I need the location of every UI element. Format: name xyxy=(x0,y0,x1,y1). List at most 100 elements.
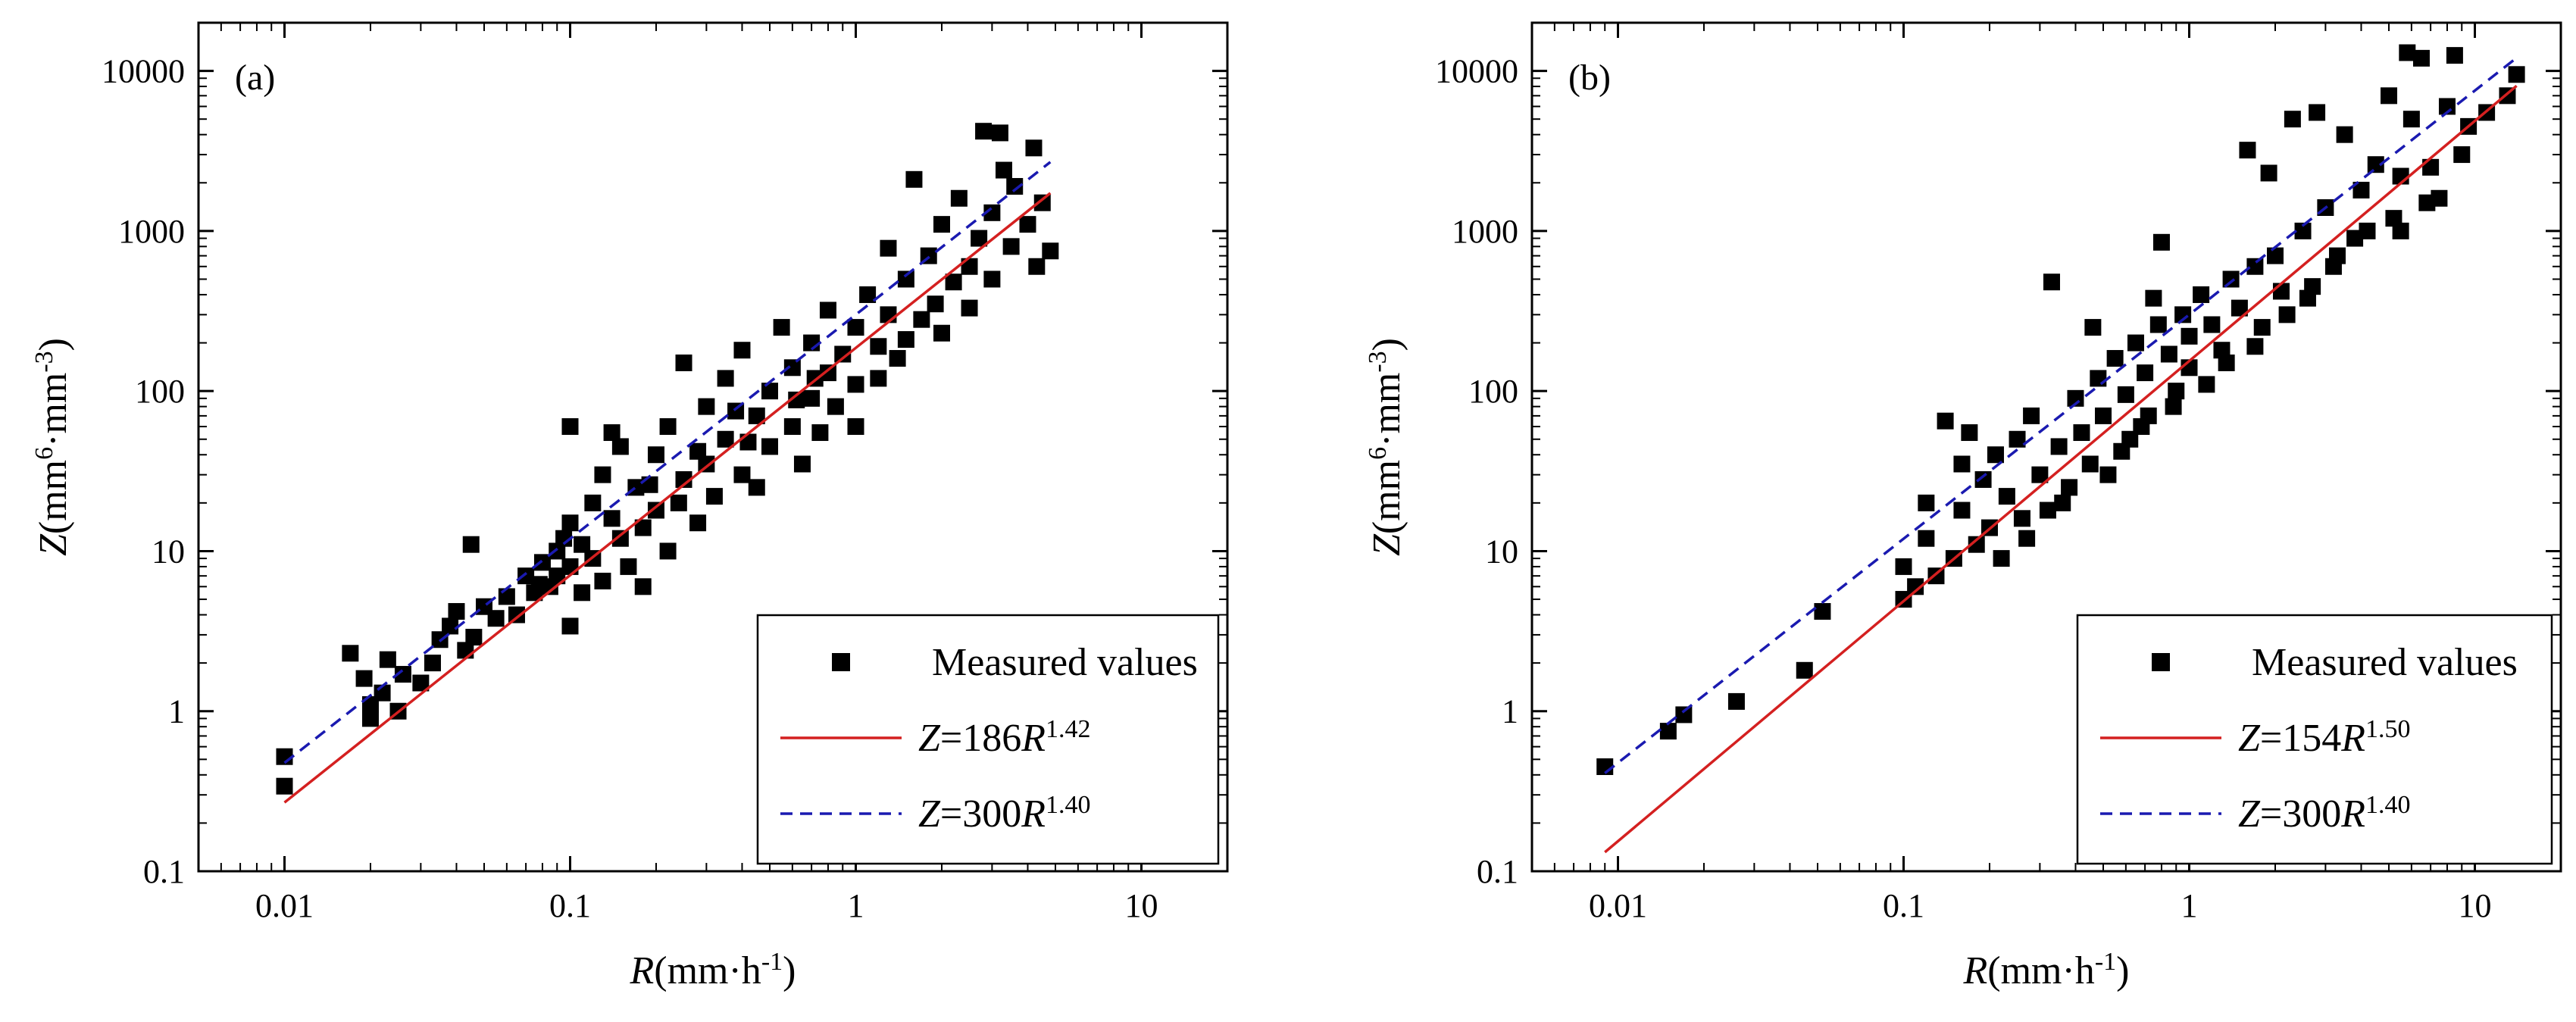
panel-a-scatter-point xyxy=(355,670,373,687)
panel-a-scatter-point xyxy=(498,588,515,605)
panel-b-scatter-point xyxy=(2018,530,2036,547)
panel-a-scatter-point xyxy=(933,216,950,233)
panel-b-scatter-point xyxy=(2284,111,2301,128)
panel-b-legend-label: Z=300R1.40 xyxy=(2238,791,2411,836)
panel-a-scatter-point xyxy=(670,494,687,511)
panel-b-scatter-point xyxy=(2127,334,2144,352)
panel-b-x-tick-label: 1 xyxy=(2181,887,2198,924)
panel-a-scatter-point xyxy=(717,430,734,448)
panel-b-scatter-point xyxy=(2117,386,2134,403)
panel-a-scatter-point xyxy=(1025,139,1043,157)
panel-b-scatter-point xyxy=(2073,424,2090,442)
panel-b-legend-var: Z xyxy=(2238,717,2261,760)
panel-b-scatter-point xyxy=(2453,146,2471,164)
panel-a-legend-exp: 1.42 xyxy=(1046,715,1091,743)
panel-b-scatter-point xyxy=(1987,446,2004,464)
panel-a-scatter-point xyxy=(811,424,829,442)
panel-b-scatter-point xyxy=(2050,438,2068,455)
panel-b-scatter-point xyxy=(1727,692,1745,710)
panel-a-scatter-point xyxy=(961,299,978,317)
panel-a-legend-var2: R xyxy=(1021,717,1046,760)
panel-a-fit-line-reference xyxy=(283,161,1052,764)
panel-a-scatter-point xyxy=(462,536,480,553)
panel-a-y-axis-close: ) xyxy=(32,338,75,351)
panel-a-scatter-point xyxy=(773,319,790,336)
panel-a-y-tick-label: 0.1 xyxy=(143,853,185,890)
panel-a-scatter-point xyxy=(641,476,658,493)
panel-a-legend-marker xyxy=(832,653,850,671)
panel-b-scatter-point xyxy=(2253,319,2271,336)
panel-a-scatter-point xyxy=(594,466,611,483)
panel-b-scatter-point xyxy=(2090,370,2107,387)
panel-a-scatter-point xyxy=(530,576,548,593)
panel-b-scatter-point xyxy=(1968,536,1985,553)
panel-b-scatter-point xyxy=(2152,233,2170,251)
panel-b-legend-eq: =154 xyxy=(2260,717,2341,760)
panel-a-scatter-point xyxy=(983,204,1001,221)
panel-a-y-axis-sup: 6 xyxy=(30,447,58,460)
panel-b-scatter-point xyxy=(2168,383,2185,400)
panel-b-scatter-point xyxy=(2193,286,2210,303)
panel-b-scatter-point xyxy=(2043,273,2060,291)
panel-a-scatter-point xyxy=(913,311,930,328)
panel-a-scatter-point xyxy=(788,391,805,408)
panel-b-scatter-point xyxy=(2203,316,2221,333)
panel-b-legend-exp: 1.40 xyxy=(2365,791,2411,819)
panel-b-y-axis-var: Z xyxy=(1365,533,1408,556)
panel-b-scatter-point xyxy=(1974,470,1992,488)
panel-b-scatter-point xyxy=(2181,327,2198,345)
panel-a-x-tick-label: 0.1 xyxy=(549,887,591,924)
panel-b-scatter-point xyxy=(2198,376,2215,393)
panel-a-scatter-point xyxy=(574,584,591,602)
panel-a-scatter-point xyxy=(1019,216,1036,233)
panel-b-y-axis-title: Z(mm6·mm-3) xyxy=(1364,338,1409,556)
panel-a-scatter-point xyxy=(533,554,551,571)
panel-b-x-tick-label: 0.01 xyxy=(1589,887,1647,924)
panel-a-scatter-point xyxy=(555,530,573,547)
panel-a-y-axis-mid: ·mm xyxy=(32,373,75,447)
panel-a-scatter-point xyxy=(634,519,652,536)
panel-a-scatter-point xyxy=(647,446,664,464)
panel-b-y-axis-close: ) xyxy=(1365,338,1408,351)
panel-b-scatter-point xyxy=(2402,111,2420,128)
panel-a-scatter-point xyxy=(1028,258,1046,275)
panel-a-scatter-point xyxy=(870,338,887,355)
panel-a-scatter-point xyxy=(983,270,1001,288)
panel-a-scatter-point xyxy=(991,124,1008,142)
panel-a-scatter-point xyxy=(517,567,535,585)
panel-b-y-axis-mid: ·mm xyxy=(1365,373,1408,447)
panel-a-legend-eq: =186 xyxy=(940,717,1021,760)
panel-a-scatter-point xyxy=(442,617,459,635)
panel-a-scatter-point xyxy=(487,610,505,627)
panel-a-scatter-point xyxy=(647,502,664,519)
panel-a-scatter-point xyxy=(594,572,611,589)
panel-a-scatter-point xyxy=(574,536,591,553)
panel-b-x-axis-close: ) xyxy=(2116,949,2129,992)
panel-a-x-axis-var: R xyxy=(630,949,655,992)
panel-b-y-tick-label: 10 xyxy=(1485,533,1518,570)
panel-a-scatter-point xyxy=(739,433,757,451)
panel-b-legend-var2: R xyxy=(2340,792,2365,836)
panel-a-scatter-point xyxy=(698,398,715,415)
panel-a-scatter-point xyxy=(465,629,483,646)
panel-b-scatter-point xyxy=(2367,156,2384,173)
panel-b-scatter-point xyxy=(2222,270,2240,288)
panel-b-scatter-point xyxy=(2418,194,2436,211)
panel-b-scatter-point xyxy=(1796,661,1813,679)
panel-a-scatter-point xyxy=(276,777,293,795)
panel-a-scatter-point xyxy=(870,370,887,387)
panel-b-scatter-point xyxy=(2412,49,2430,67)
panel-b-scatter-point xyxy=(2260,164,2277,182)
panel-a-scatter-point xyxy=(847,418,864,436)
panel-a-y-tick-label: 100 xyxy=(135,373,185,410)
panel-b-scatter-point xyxy=(2294,222,2312,239)
panel-a-x-tick-label: 1 xyxy=(848,887,864,924)
panel-a-scatter-point xyxy=(659,418,677,436)
panel-a-scatter-point xyxy=(733,342,751,359)
panel-b-scatter-point xyxy=(2106,350,2124,367)
panel-b-scatter-point xyxy=(2137,364,2154,382)
panel-a-scatter-point xyxy=(803,389,821,407)
panel-b-legend-var2: R xyxy=(2340,717,2365,760)
panel-a-scatter-point xyxy=(945,273,962,291)
panel-b-scatter-point xyxy=(1659,723,1677,740)
